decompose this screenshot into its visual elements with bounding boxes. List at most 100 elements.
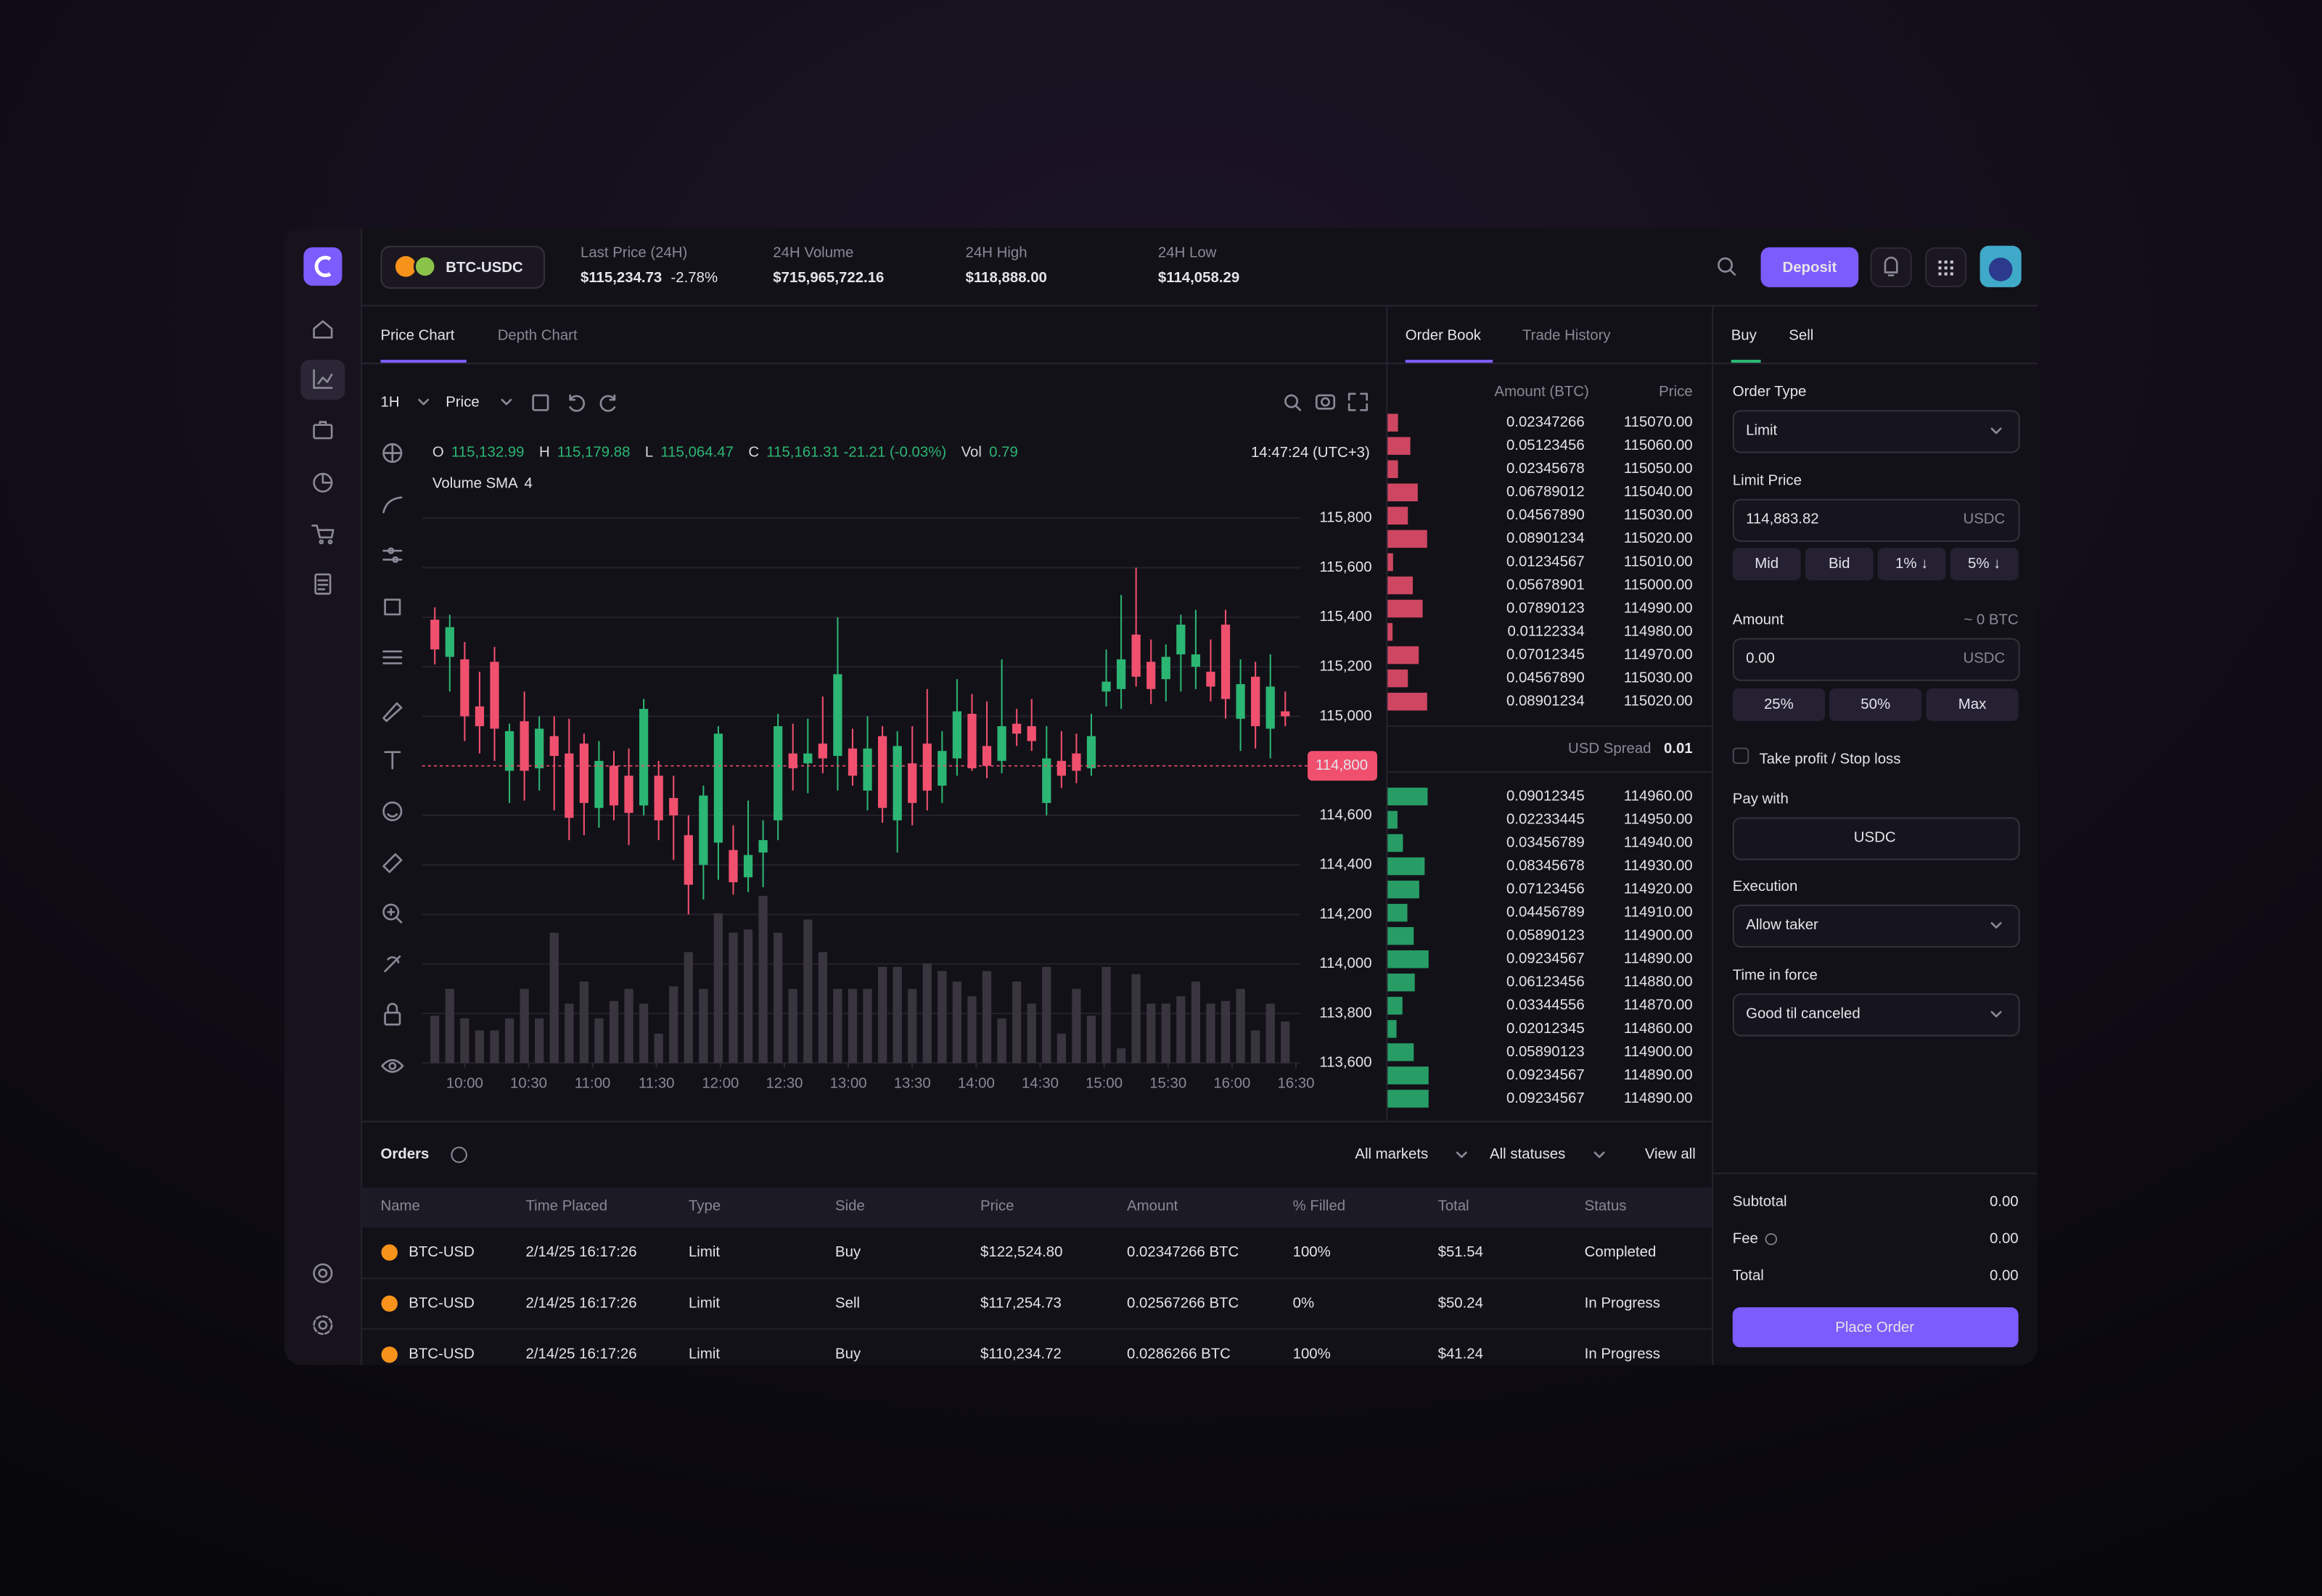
x-tick-label: 13:00 [830, 1075, 867, 1091]
depth-bar [1387, 997, 1403, 1015]
shortcut-button[interactable] [1829, 688, 1922, 721]
book-amount: 0.08345678 [1506, 857, 1585, 873]
volume-bar [818, 952, 827, 1064]
candle-body [1131, 634, 1141, 677]
nav-active [300, 359, 345, 400]
side-tab[interactable]: Buy [1731, 328, 1757, 344]
candle-body [699, 795, 708, 865]
stat-value: $715,965,722.16 [773, 270, 884, 286]
shortcut-button[interactable] [1950, 548, 2019, 580]
book-amount: 0.02347266 [1506, 414, 1585, 430]
place-order-button[interactable] [1732, 1307, 2019, 1348]
candle-body [1265, 686, 1275, 729]
order-cell: In Progress [1585, 1346, 1660, 1362]
candle-body [460, 659, 469, 717]
stat-value: $114,058.29 [1158, 270, 1239, 286]
depth-bar [1387, 692, 1427, 711]
stat-label: 24H Low [1158, 244, 1217, 260]
avatar-figure [1988, 258, 2013, 281]
candle-body [430, 620, 440, 650]
depth-bar [1387, 437, 1411, 455]
field-label: Execution [1733, 879, 1798, 894]
candle-body [669, 798, 678, 815]
book-tab[interactable]: Order Book [1406, 328, 1482, 344]
book-amount: 0.07012345 [1506, 646, 1585, 662]
candle-body [594, 760, 604, 808]
x-tick-label: 16:30 [1277, 1075, 1314, 1091]
deposit-label[interactable]: Deposit [1782, 260, 1837, 276]
pair-name[interactable]: BTC-USDC [446, 260, 523, 276]
shortcut-label[interactable]: 5% ↓ [1968, 556, 2001, 572]
tpsl-checkbox[interactable] [1732, 747, 1749, 765]
shortcut-label[interactable]: 50% [1861, 696, 1890, 712]
field-box[interactable] [1732, 410, 2020, 453]
candle-body [982, 746, 992, 766]
x-tick-label: 11:30 [639, 1075, 675, 1091]
candle-body [893, 746, 902, 820]
place-order-label[interactable]: Place Order [1835, 1320, 1914, 1336]
depth-bar [1387, 1020, 1397, 1038]
legend-value: 115,064.47 [660, 445, 734, 461]
orders-filter[interactable]: All markets [1355, 1146, 1428, 1162]
depth-bar [1387, 460, 1398, 478]
chart-tab[interactable]: Depth Chart [498, 328, 578, 344]
order-cell: Sell [835, 1295, 860, 1311]
orders-filter[interactable]: All statuses [1490, 1146, 1565, 1162]
depth-bar [1387, 1066, 1429, 1085]
volume-bar [1027, 1003, 1036, 1064]
summary-label: Fee [1733, 1231, 1758, 1247]
chart-toolbar-icons[interactable] [418, 392, 1368, 412]
shortcut-button[interactable] [1877, 548, 1946, 580]
shortcut-label[interactable]: Mid [1755, 556, 1779, 572]
nav-icons[interactable] [311, 320, 335, 1336]
side-tab[interactable]: Sell [1789, 328, 1813, 344]
mode-select[interactable]: Price [446, 394, 479, 410]
coin-icon [381, 1244, 398, 1261]
volume-sma-label: Volume SMA [432, 476, 518, 492]
volume-bar [774, 932, 783, 1064]
col-header: Name [380, 1198, 419, 1214]
deposit-button[interactable] [1760, 247, 1859, 287]
shortcut-label[interactable]: 25% [1764, 696, 1794, 712]
candle-body [863, 748, 872, 791]
field-box[interactable] [1732, 904, 2020, 948]
shortcut-label[interactable]: 1% ↓ [1895, 556, 1928, 572]
drawing-tools[interactable] [381, 443, 404, 1073]
field-box[interactable] [1732, 817, 2020, 860]
candle-body [729, 850, 738, 883]
shortcut-button[interactable] [1732, 688, 1825, 721]
amount-input[interactable] [1732, 638, 2020, 681]
chart-tab[interactable]: Price Chart [380, 328, 454, 344]
logo[interactable] [303, 247, 342, 286]
search-icon[interactable] [1718, 257, 1734, 273]
bell-button[interactable] [1870, 247, 1912, 287]
fee-info-icon[interactable] [1765, 1233, 1777, 1246]
price-input[interactable] [1732, 498, 2020, 542]
order-cell: Buy [835, 1244, 861, 1260]
book-tab[interactable]: Trade History [1522, 328, 1611, 344]
apps-icon [1938, 260, 1953, 276]
candle-body [1086, 736, 1096, 769]
candle-body [743, 855, 753, 878]
shortcut-button[interactable] [1926, 688, 2019, 721]
interval-select[interactable]: 1H [380, 394, 399, 410]
view-all-link[interactable]: View all [1645, 1146, 1696, 1162]
candle-body [1251, 676, 1260, 727]
book-amount: 0.09012345 [1506, 788, 1585, 804]
shortcut-button[interactable] [1732, 548, 1801, 580]
orders-info-icon[interactable] [451, 1146, 467, 1164]
legend-value: 115,161.31 -21.21 (-0.03%) [766, 445, 946, 461]
tpsl-label[interactable]: Take profit / Stop loss [1759, 751, 1900, 767]
order-cell: $50.24 [1438, 1295, 1483, 1311]
x-tick-label: 14:00 [958, 1075, 995, 1091]
candle-body [1281, 711, 1290, 717]
field-box[interactable] [1732, 993, 2020, 1037]
legend-value: 115,179.88 [557, 445, 631, 461]
shortcut-label[interactable]: Bid [1829, 556, 1850, 572]
shortcut-label[interactable]: Max [1958, 696, 1987, 712]
volume-bar [565, 1003, 574, 1064]
book-price: 114980.00 [1624, 623, 1693, 639]
shortcut-button[interactable] [1805, 548, 1874, 580]
